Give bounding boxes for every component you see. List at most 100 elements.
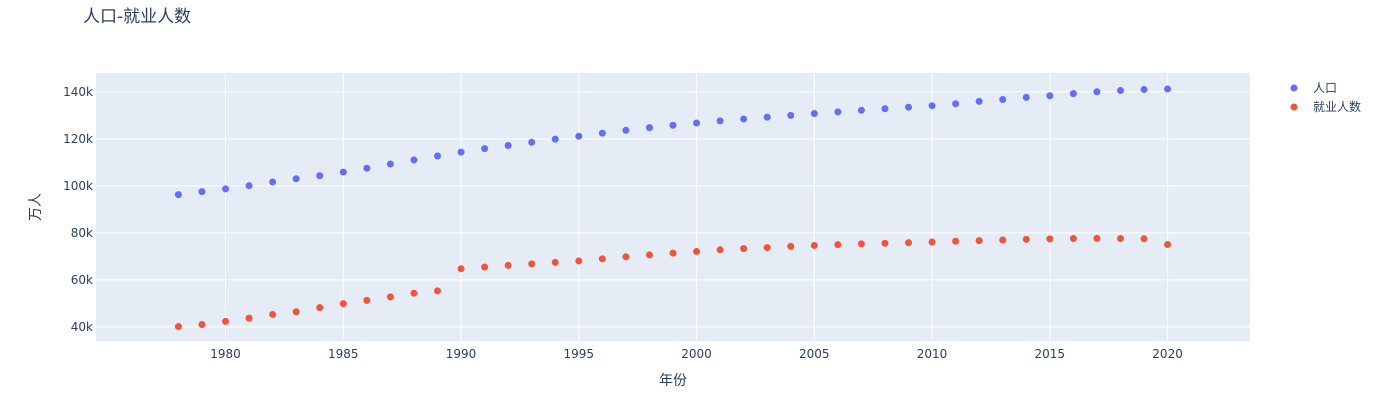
data-point (433, 152, 441, 160)
data-point (669, 249, 677, 257)
data-point (645, 251, 653, 259)
x-tick-label: 1995 (564, 347, 595, 361)
data-point (787, 111, 795, 119)
data-point (174, 191, 182, 199)
legend-marker-icon (1290, 103, 1298, 111)
data-point (1069, 234, 1077, 242)
y-axis-title: 万人 (28, 193, 44, 221)
x-tick-label: 1990 (446, 347, 477, 361)
data-point (528, 260, 536, 268)
data-point (292, 308, 300, 316)
data-point (999, 96, 1007, 104)
y-tick-label: 60k (71, 273, 93, 287)
data-point (222, 317, 230, 325)
data-point (787, 242, 795, 250)
data-point (339, 300, 347, 308)
data-point (999, 236, 1007, 244)
data-point (1164, 85, 1172, 93)
data-point (857, 240, 865, 248)
data-point (1140, 85, 1148, 93)
legend-item-0[interactable]: 人口 (1290, 81, 1338, 95)
chart-title: 人口-就业人数 (83, 7, 191, 27)
data-point (575, 257, 583, 265)
data-point (1046, 92, 1054, 100)
x-tick-label: 1980 (210, 347, 241, 361)
data-point (881, 239, 889, 247)
data-point (410, 156, 418, 164)
data-point (952, 237, 960, 245)
plot-background (96, 73, 1250, 341)
data-point (598, 255, 606, 263)
data-point (174, 323, 182, 331)
data-point (575, 132, 583, 140)
data-point (905, 103, 913, 111)
data-point (693, 119, 701, 127)
x-tick-label: 2000 (681, 347, 712, 361)
data-point (1022, 235, 1030, 243)
x-tick-label: 2020 (1152, 347, 1183, 361)
data-point (363, 164, 371, 172)
data-point (622, 253, 630, 261)
x-tick-label: 1985 (328, 347, 359, 361)
data-point (740, 245, 748, 253)
data-point (622, 126, 630, 134)
data-point (481, 145, 489, 153)
data-point (410, 289, 418, 297)
data-point (645, 124, 653, 132)
data-point (198, 320, 206, 328)
data-point (339, 168, 347, 176)
x-axis-title: 年份 (659, 373, 687, 389)
y-tick-label: 40k (71, 320, 93, 334)
data-point (834, 108, 842, 116)
data-point (975, 97, 983, 105)
data-point (292, 175, 300, 183)
data-point (222, 185, 230, 193)
data-point (245, 182, 253, 190)
data-point (1022, 93, 1030, 101)
data-point (457, 148, 465, 156)
x-tick-label: 2005 (799, 347, 830, 361)
data-point (1069, 90, 1077, 98)
data-point (198, 188, 206, 196)
data-point (1093, 234, 1101, 242)
data-point (693, 247, 701, 255)
y-tick-label: 120k (63, 132, 93, 146)
data-point (551, 135, 559, 143)
data-point (386, 293, 394, 301)
data-point (1116, 235, 1124, 243)
data-point (504, 141, 512, 149)
data-point (740, 115, 748, 123)
data-point (269, 178, 277, 186)
data-point (905, 239, 913, 247)
data-point (928, 102, 936, 110)
data-point (433, 287, 441, 295)
legend-item-1[interactable]: 就业人数 (1290, 99, 1362, 114)
data-point (1164, 240, 1172, 248)
data-point (528, 138, 536, 146)
data-point (363, 296, 371, 304)
y-tick-label: 140k (63, 85, 93, 99)
data-point (928, 238, 936, 246)
data-point (1116, 87, 1124, 95)
data-point (881, 105, 889, 113)
y-axis-ticks: 40k 60k 80k 100k 120k 140k (63, 85, 93, 334)
x-axis-ticks: 1980 1985 1990 1995 2000 2005 2010 2015 2020 (210, 347, 1183, 361)
data-point (1046, 235, 1054, 243)
data-point (716, 117, 724, 125)
data-point (316, 172, 324, 180)
data-point (457, 265, 465, 273)
data-point (834, 241, 842, 249)
data-point (481, 263, 489, 271)
data-point (810, 110, 818, 118)
data-point (598, 129, 606, 137)
series-1 (174, 234, 1172, 331)
data-point (763, 244, 771, 252)
data-point (975, 237, 983, 245)
data-point (1093, 88, 1101, 96)
legend-marker-icon (1290, 84, 1298, 92)
x-tick-label: 2010 (917, 347, 948, 361)
series-0 (174, 85, 1172, 199)
x-tick-label: 2015 (1035, 347, 1066, 361)
